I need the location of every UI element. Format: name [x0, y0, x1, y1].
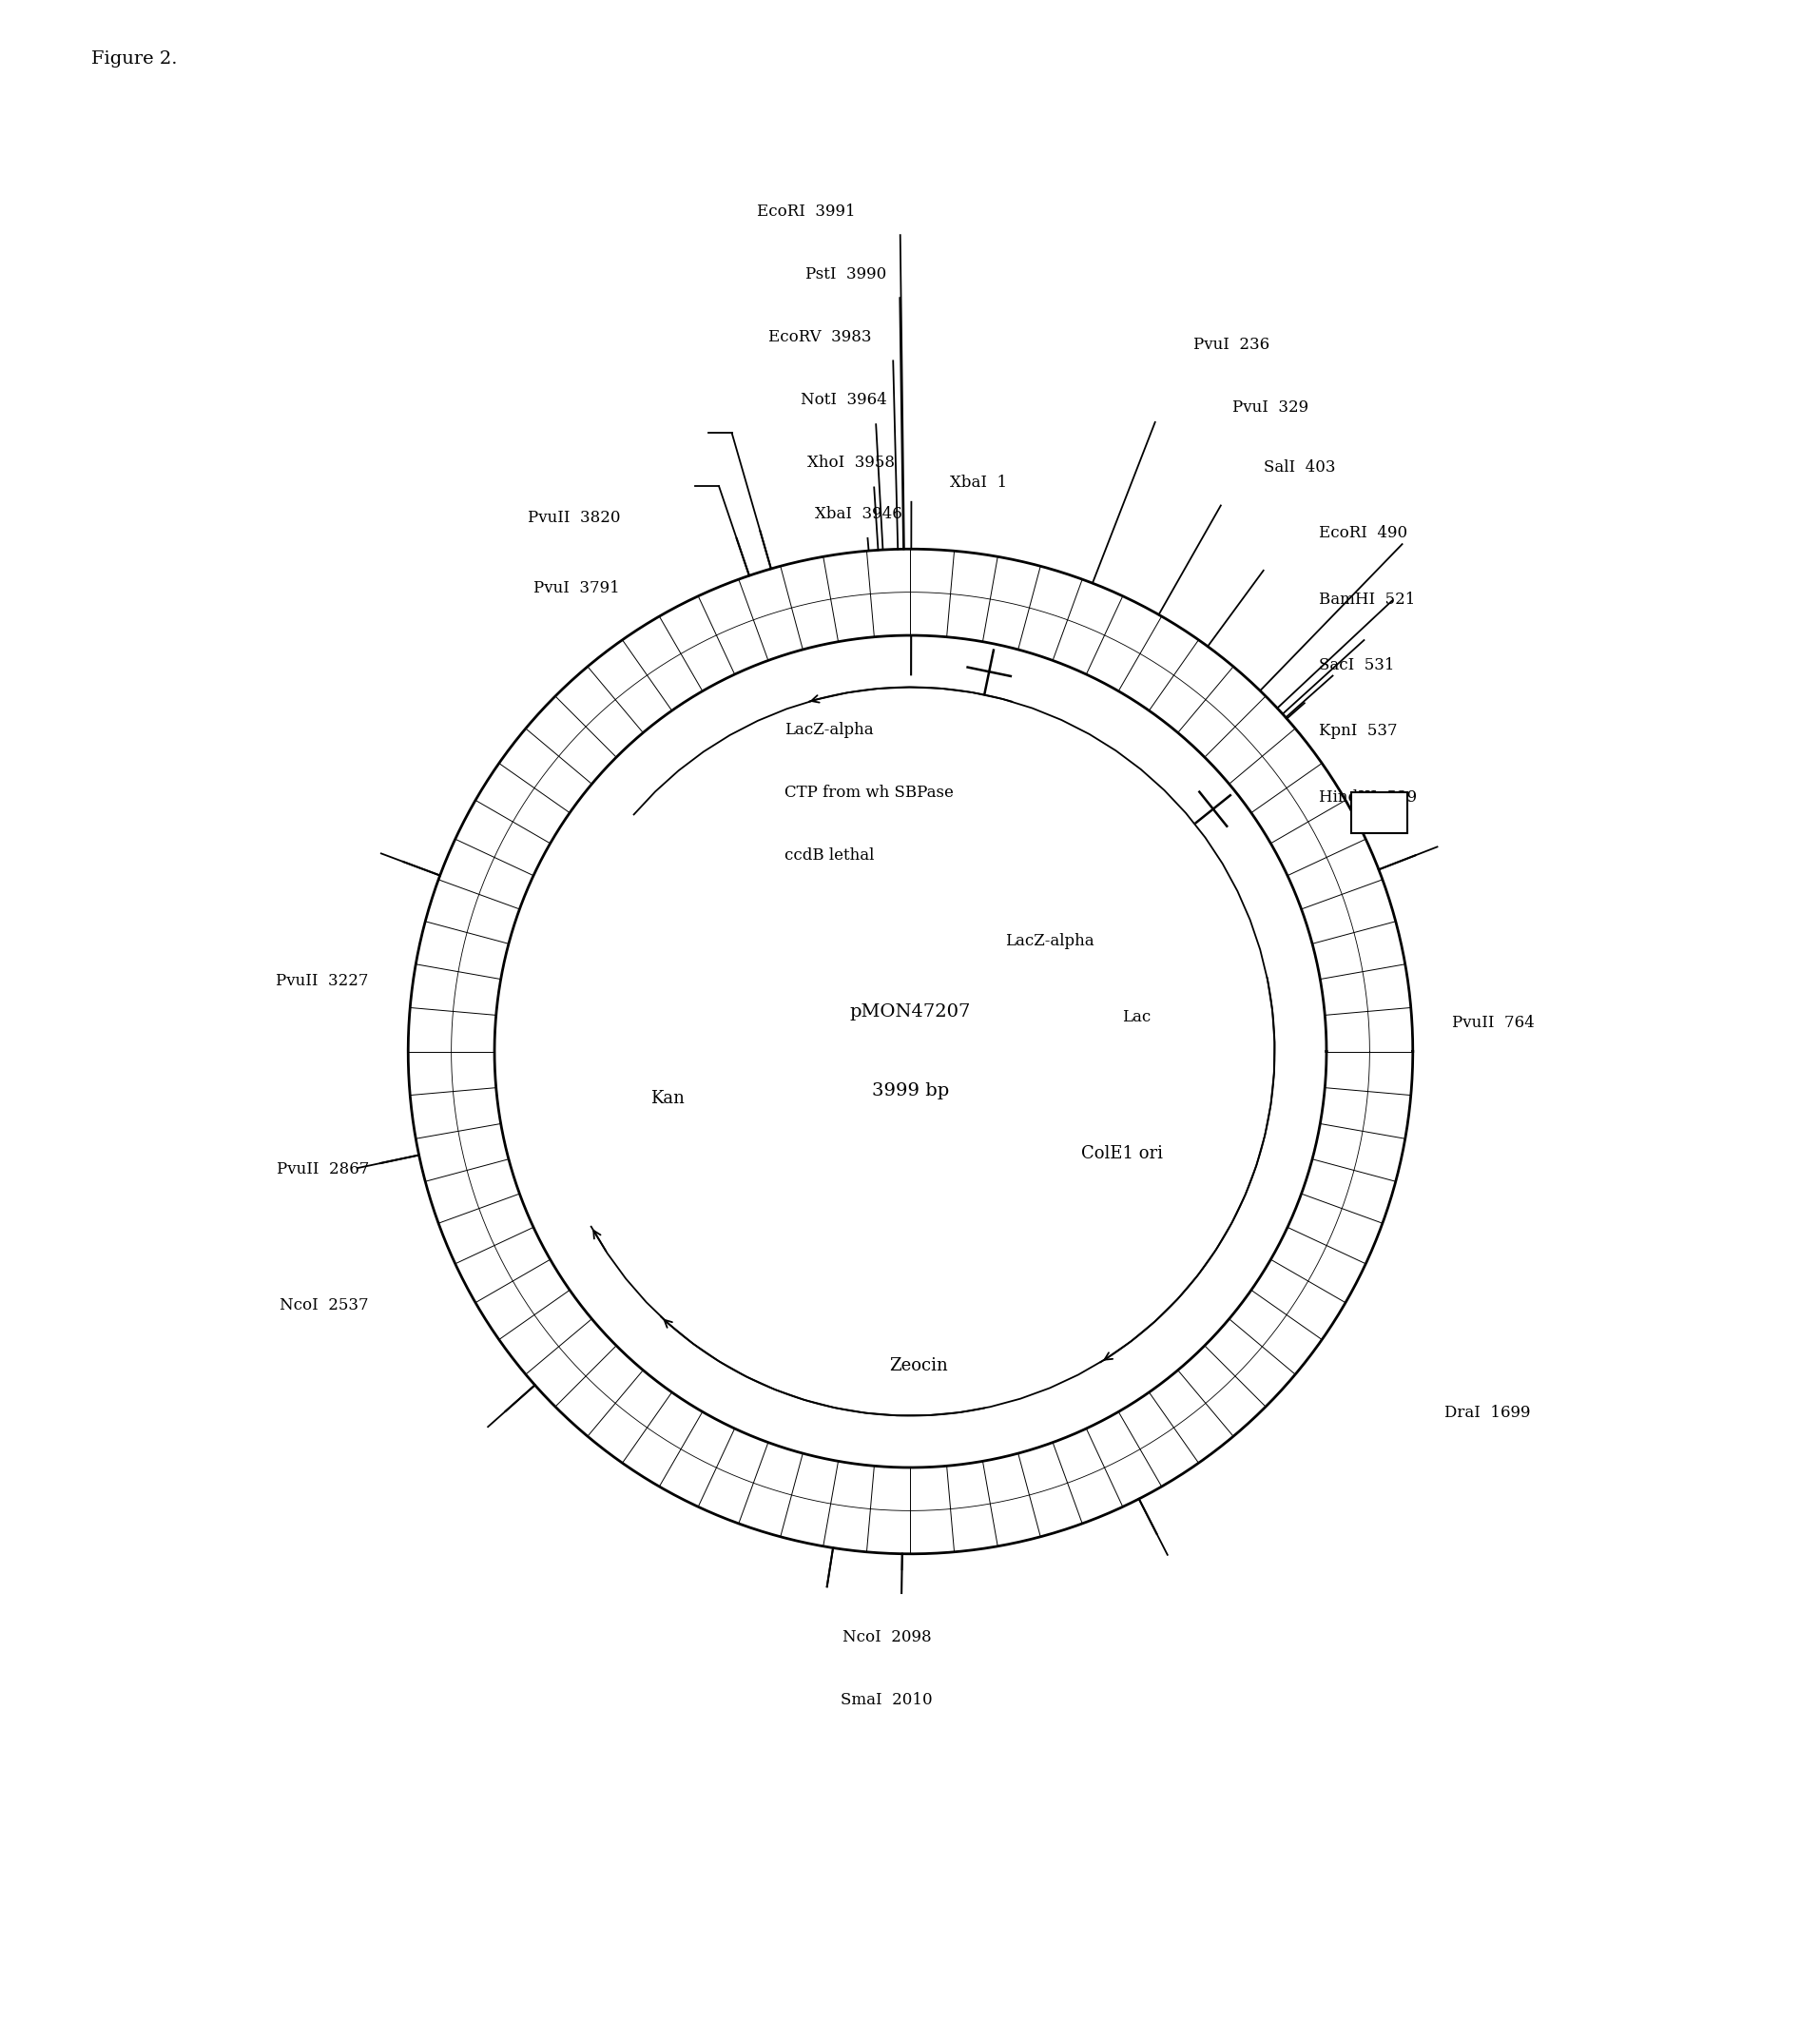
Text: Zeocin: Zeocin [888, 1357, 946, 1375]
Text: PvuI  3791: PvuI 3791 [533, 580, 621, 596]
Text: PvuII  3820: PvuII 3820 [528, 510, 621, 526]
Text: Lac: Lac [1121, 1009, 1150, 1025]
Text: Figure 2.: Figure 2. [91, 51, 177, 67]
Text: LacZ-alpha: LacZ-alpha [784, 722, 874, 738]
Text: SmaI  2010: SmaI 2010 [841, 1692, 932, 1709]
Text: LacZ-alpha: LacZ-alpha [1005, 934, 1094, 950]
Text: XhoI  3958: XhoI 3958 [806, 455, 894, 471]
Text: Kan: Kan [650, 1090, 684, 1108]
Text: SacI  531: SacI 531 [1318, 657, 1394, 673]
Text: XbaI  1: XbaI 1 [950, 475, 1006, 491]
Text: XbaI  3946: XbaI 3946 [815, 506, 903, 522]
Text: CTP from wh SBPase: CTP from wh SBPase [784, 785, 954, 801]
Text: BamHI  521: BamHI 521 [1318, 590, 1414, 607]
Text: PvuII  3227: PvuII 3227 [277, 973, 369, 989]
Text: ccdB lethal: ccdB lethal [784, 847, 874, 863]
Text: PstI  3990: PstI 3990 [806, 267, 886, 283]
Text: PvuII  2867: PvuII 2867 [277, 1161, 369, 1177]
Text: PvuI  236: PvuI 236 [1192, 338, 1269, 354]
Text: EcoRV  3983: EcoRV 3983 [768, 330, 870, 346]
Text: SalI  403: SalI 403 [1263, 459, 1334, 475]
Text: HindIII  539: HindIII 539 [1318, 789, 1416, 805]
Text: EcoRI  3991: EcoRI 3991 [757, 204, 855, 220]
FancyBboxPatch shape [1350, 793, 1407, 833]
Text: DraI  1699: DraI 1699 [1443, 1405, 1529, 1421]
Text: NotI  3964: NotI 3964 [801, 392, 886, 408]
Text: KpnI  537: KpnI 537 [1318, 724, 1396, 740]
Text: ColE1 ori: ColE1 ori [1081, 1144, 1163, 1163]
Text: PvuI  329: PvuI 329 [1232, 400, 1309, 417]
Text: 3999 bp: 3999 bp [872, 1082, 948, 1100]
Text: NcoI  2098: NcoI 2098 [843, 1630, 932, 1646]
Text: NcoI  2537: NcoI 2537 [280, 1298, 369, 1314]
Text: EcoRI  490: EcoRI 490 [1318, 526, 1407, 542]
Text: PvuII  764: PvuII 764 [1451, 1015, 1534, 1031]
Text: pMON47207: pMON47207 [850, 1003, 970, 1021]
